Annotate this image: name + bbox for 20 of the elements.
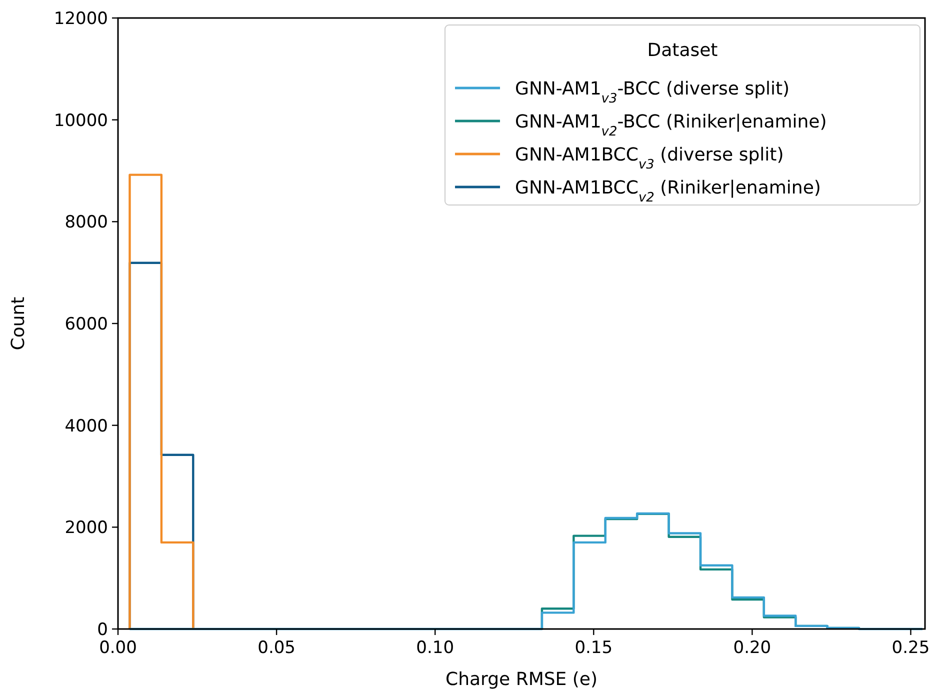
x-tick-label: 0.25 [892, 638, 930, 658]
x-tick-label: 0.05 [258, 638, 296, 658]
legend-label: GNN-AM1BCC$_{v2}$ (Riniker|enamine) [515, 177, 821, 205]
y-axis-title: Count [8, 296, 29, 350]
x-tick-label: 0.20 [733, 638, 772, 658]
x-tick-label: 0.00 [99, 638, 137, 658]
legend-label: GNN-AM1$_{v3}$-BCC (diverse split) [515, 78, 790, 106]
x-tick-label: 0.10 [416, 638, 454, 658]
legend-title: Dataset [647, 40, 718, 61]
legend-label: GNN-AM1BCC$_{v3}$ (diverse split) [515, 144, 784, 172]
y-tick-label: 12000 [54, 8, 108, 29]
y-tick-label: 4000 [64, 416, 108, 436]
y-tick-label: 6000 [64, 314, 108, 334]
y-tick-label: 8000 [64, 212, 108, 233]
x-axis-title: Charge RMSE (e) [446, 669, 598, 690]
y-tick-label: 0 [97, 620, 108, 640]
y-tick-label: 10000 [54, 110, 108, 131]
x-tick-label: 0.15 [574, 638, 613, 658]
y-tick-label: 2000 [64, 518, 108, 538]
legend-label: GNN-AM1$_{v2}$-BCC (Riniker|enamine) [515, 111, 827, 139]
